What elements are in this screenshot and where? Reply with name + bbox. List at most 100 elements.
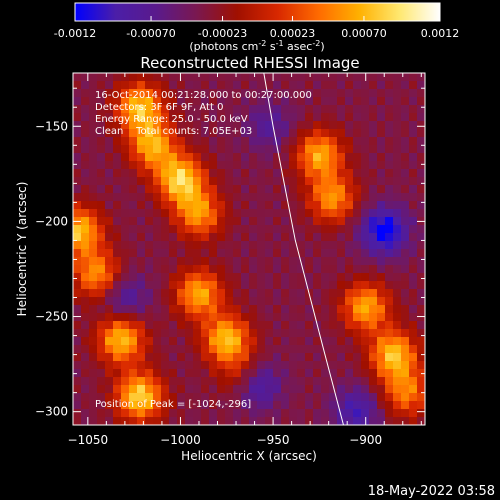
heatmap-cell [377,417,386,425]
heatmap-cell [89,105,98,114]
heatmap-cell [145,233,154,242]
heatmap-cell [305,281,314,290]
heatmap-cell [257,73,266,82]
heatmap-cell [385,329,394,338]
heatmap-cell [177,225,186,234]
heatmap-cell [233,113,242,122]
heatmap-cell [417,249,425,258]
heatmap-cell [329,329,338,338]
heatmap-cell [321,249,330,258]
heatmap-cell [201,417,210,425]
heatmap-cell [265,89,274,98]
heatmap-cell [273,289,282,298]
heatmap-cell [377,121,386,130]
heatmap-cell [217,145,226,154]
heatmap-cell [257,281,266,290]
heatmap-cell [297,177,306,186]
heatmap-cell [337,89,346,98]
heatmap-cell [185,257,194,266]
heatmap-cell [89,249,98,258]
heatmap-cell [177,265,186,274]
heatmap-cell [321,233,330,242]
heatmap-cell [169,249,178,258]
heatmap-cell [377,233,386,242]
heatmap-cell [137,377,146,386]
heatmap-cell [401,145,410,154]
heatmap-cell [225,353,234,362]
heatmap-cell [273,137,282,146]
heatmap-cell [105,329,114,338]
heatmap-cell [129,281,138,290]
heatmap-cell [401,273,410,282]
heatmap-cell [121,337,130,346]
heatmap-cell [265,321,274,330]
heatmap-cell [97,417,106,425]
heatmap-cell [105,273,114,282]
heatmap-cell [241,169,250,178]
heatmap-cell [145,249,154,258]
heatmap-cell [209,353,218,362]
heatmap-cell [81,137,90,146]
heatmap-cell [281,105,290,114]
heatmap-cell [105,241,114,250]
heatmap-cell [305,89,314,98]
heatmap-cell [241,361,250,370]
heatmap-cell [361,89,370,98]
heatmap-cell [273,393,282,402]
heatmap-cell [265,401,274,410]
heatmap-cell [401,369,410,378]
heatmap-cell [409,89,418,98]
heatmap-cell [233,417,242,425]
heatmap-cell [345,385,354,394]
heatmap-cell [217,169,226,178]
heatmap-cell [257,353,266,362]
heatmap-cell [129,417,138,425]
heatmap-cell [169,225,178,234]
heatmap-cell [153,201,162,210]
heatmap-cell [193,329,202,338]
heatmap-cell [137,401,146,410]
heatmap-cell [305,273,314,282]
heatmap-cell [393,129,402,138]
heatmap-cell [281,81,290,90]
heatmap-cell [161,337,170,346]
heatmap-cell [417,377,425,386]
heatmap-cell [193,97,202,106]
heatmap-cell [185,289,194,298]
heatmap-cell [137,105,146,114]
heatmap-cell [193,73,202,82]
heatmap-cell [113,265,122,274]
heatmap-cell [193,241,202,250]
heatmap-cell [249,417,258,425]
heatmap-cell [185,153,194,162]
heatmap-cell [89,337,98,346]
heatmap-cell [281,281,290,290]
heatmap-cell [129,321,138,330]
heatmap-cell [129,313,138,322]
heatmap-cell [193,121,202,130]
heatmap-cell [361,337,370,346]
heatmap-cell [241,233,250,242]
heatmap-cell [193,305,202,314]
heatmap-cell [137,305,146,314]
heatmap-cell [81,217,90,226]
heatmap-cell [297,281,306,290]
heatmap-cell [153,409,162,418]
heatmap-cell [113,201,122,210]
heatmap-cell [129,81,138,90]
heatmap-cell [209,313,218,322]
heatmap-cell [409,289,418,298]
heatmap-cell [97,225,106,234]
heatmap-cell [313,409,322,418]
heatmap-cell [257,329,266,338]
heatmap-cell [289,345,298,354]
heatmap-cell [273,257,282,266]
heatmap-cell [169,417,178,425]
heatmap-cell [249,209,258,218]
heatmap-cell [273,169,282,178]
heatmap-cell [297,81,306,90]
heatmap-cell [353,305,362,314]
heatmap-cell [105,313,114,322]
heatmap-cell [129,145,138,154]
heatmap-cell [185,145,194,154]
